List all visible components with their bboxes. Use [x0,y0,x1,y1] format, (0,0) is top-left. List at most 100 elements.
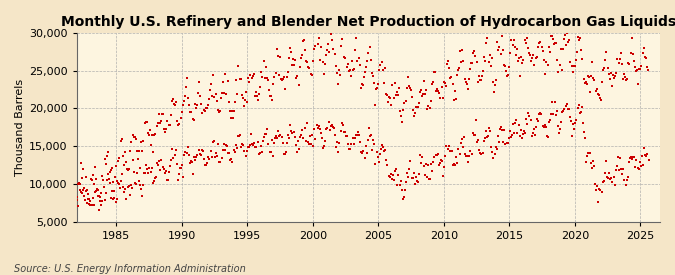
Point [463,160,474,164]
Point [207,155,217,159]
Point [411,105,422,109]
Point [525,118,536,122]
Point [511,118,522,122]
Point [338,130,349,134]
Point [512,59,523,63]
Point [234,134,244,139]
Point [247,74,258,78]
Point [564,38,574,42]
Point [451,155,462,159]
Point [472,139,483,144]
Point [600,57,611,62]
Point [229,109,240,113]
Point [140,171,151,175]
Point [145,170,156,174]
Point [400,188,410,192]
Point [369,81,379,85]
Point [331,145,342,149]
Point [198,157,209,161]
Point [443,144,454,148]
Point [267,153,278,158]
Point [558,37,569,41]
Point [418,92,429,97]
Point [98,185,109,189]
Point [267,97,277,102]
Point [161,178,172,183]
Point [319,144,329,148]
Point [350,133,361,137]
Point [478,139,489,143]
Point [172,178,183,182]
Point [373,160,384,164]
Point [580,80,591,84]
Point [500,64,510,68]
Point [230,99,240,104]
Point [104,169,115,174]
Point [488,155,499,160]
Point [427,82,437,87]
Point [112,178,123,183]
Point [202,103,213,108]
Point [548,112,559,117]
Point [271,47,282,51]
Point [315,131,326,135]
Point [626,157,637,161]
Point [490,145,501,149]
Point [432,87,443,91]
Point [599,66,610,71]
Point [155,119,166,123]
Point [491,147,502,151]
Point [443,59,454,64]
Point [303,65,314,69]
Point [359,156,370,160]
Point [188,172,198,176]
Point [90,165,101,170]
Point [225,158,236,163]
Point [344,146,354,151]
Point [472,80,483,84]
Point [608,174,619,179]
Point [462,87,473,91]
Point [180,94,190,98]
Point [624,160,634,164]
Point [130,137,141,141]
Point [462,154,472,158]
Point [392,89,402,94]
Point [436,85,447,89]
Point [492,134,503,138]
Point [431,89,441,93]
Point [100,156,111,161]
Point [223,151,234,155]
Point [221,144,232,148]
Point [280,87,291,91]
Point [497,128,508,133]
Point [410,111,421,115]
Point [299,126,310,130]
Point [134,148,144,153]
Point [287,131,298,135]
Point [366,133,377,137]
Point [633,167,644,171]
Point [350,48,360,52]
Point [497,48,508,53]
Point [439,164,450,169]
Point [540,72,551,76]
Point [317,60,328,64]
Point [473,73,484,78]
Point [461,81,472,86]
Point [498,63,509,67]
Point [594,187,605,191]
Point [613,61,624,65]
Point [159,127,169,131]
Point [75,188,86,192]
Point [241,90,252,95]
Point [383,100,394,104]
Point [352,59,363,63]
Point [146,133,157,137]
Point [607,84,618,88]
Point [401,86,412,90]
Point [581,160,592,164]
Point [316,45,327,50]
Point [496,34,507,39]
Point [395,108,406,113]
